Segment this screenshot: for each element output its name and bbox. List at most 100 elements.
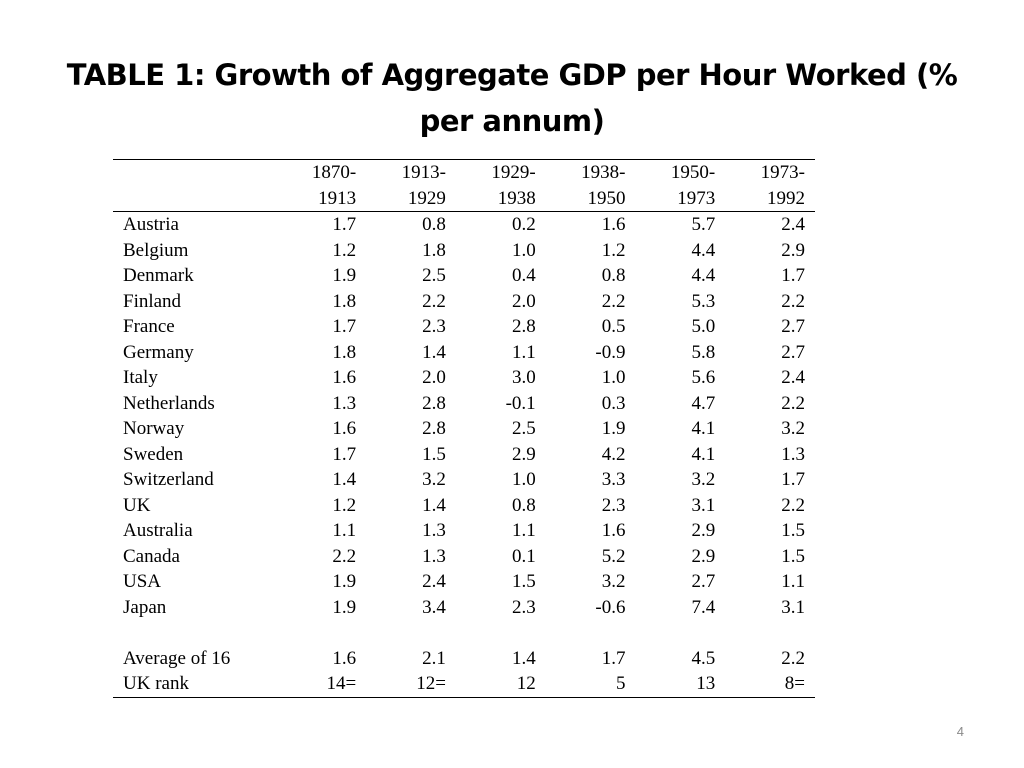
value-cell: 1.5 xyxy=(781,545,805,567)
value-cell: 12= xyxy=(366,671,456,698)
column-header-top: 1938- xyxy=(545,159,636,186)
value-cell: 1.2 xyxy=(332,239,357,261)
country-cell: Netherlands xyxy=(123,392,215,414)
table-row: Canada 2.2 1.3 0.1 5.2 2.9 1.5 xyxy=(113,544,815,570)
value-cell: 0.8 xyxy=(422,214,446,235)
value-cell: 2.3 xyxy=(511,596,536,618)
header-corner xyxy=(113,159,277,186)
country-cell: USA xyxy=(123,571,162,592)
value-cell: 4.1 xyxy=(691,418,716,439)
spacer-cell xyxy=(113,620,815,646)
value-cell: 2.3 xyxy=(422,316,446,337)
value-cell: 1.6 xyxy=(601,520,626,541)
table-row: Switzerland 1.4 3.2 1.0 3.3 3.2 1.7 xyxy=(113,467,815,493)
value-cell: 0.3 xyxy=(601,392,626,414)
value-cell: 2.4 xyxy=(781,214,805,235)
table-row: France 1.7 2.3 2.8 0.5 5.0 2.7 xyxy=(113,314,815,340)
value-cell: 2.4 xyxy=(781,367,805,388)
country-cell: Austria xyxy=(123,214,179,235)
value-cell: 2.8 xyxy=(422,392,446,414)
value-cell: 2.2 xyxy=(781,647,805,669)
value-cell: 2.9 xyxy=(511,443,536,465)
country-cell: Canada xyxy=(123,545,180,567)
value-cell: 5.6 xyxy=(691,367,716,388)
country-cell: Italy xyxy=(123,367,158,388)
value-cell: -0.9 xyxy=(595,341,626,363)
value-cell: 3.1 xyxy=(781,596,805,618)
value-cell: 0.2 xyxy=(511,214,536,235)
column-header-bottom: 1992 xyxy=(725,185,815,212)
value-cell: 1.9 xyxy=(601,418,626,439)
table-row: Germany 1.8 1.4 1.1 -0.9 5.8 2.7 xyxy=(113,340,815,366)
country-cell: Belgium xyxy=(123,239,189,261)
value-cell: 1.9 xyxy=(332,596,357,618)
country-cell: Japan xyxy=(123,596,167,618)
value-cell: 2.1 xyxy=(422,647,446,669)
value-cell: 13 xyxy=(635,671,726,698)
table-row: UK rank 14= 12= 12 5 13 8= xyxy=(113,671,815,698)
column-header-bottom: 1938 xyxy=(455,185,546,212)
value-cell: 1.1 xyxy=(332,520,357,541)
country-cell: Switzerland xyxy=(123,469,214,490)
value-cell: 1.0 xyxy=(601,367,626,388)
value-cell: 1.3 xyxy=(422,545,446,567)
value-cell: -0.1 xyxy=(505,392,536,414)
table-body: Austria 1.7 0.8 0.2 1.6 5.7 2.4 Belgium 1.2 1.8 1.… xyxy=(113,212,815,698)
value-cell: -0.6 xyxy=(595,596,626,618)
table-row: Average of 16 1.6 2.1 1.4 1.7 4.5 2.2 xyxy=(113,646,815,672)
table-row: Italy 1.6 2.0 3.0 1.0 5.6 2.4 xyxy=(113,365,815,391)
value-cell: 5.0 xyxy=(691,316,716,337)
value-cell: 1.4 xyxy=(332,469,357,490)
value-cell: 2.7 xyxy=(781,316,805,337)
value-cell: 1.7 xyxy=(332,316,357,337)
value-cell: 1.7 xyxy=(332,214,357,235)
value-cell: 4.4 xyxy=(691,265,716,286)
value-cell: 1.7 xyxy=(781,469,805,490)
spacer-row xyxy=(113,620,815,646)
country-cell: Norway xyxy=(123,418,185,439)
value-cell: 1.2 xyxy=(332,494,357,516)
value-cell: 3.3 xyxy=(601,469,626,490)
value-cell: 2.4 xyxy=(422,571,446,592)
header-corner xyxy=(113,185,277,212)
country-cell: Sweden xyxy=(123,443,184,465)
header-row-bottom: 1913 1929 1938 1950 1973 1992 xyxy=(113,185,815,212)
country-cell: Finland xyxy=(123,290,182,312)
table-row: Australia 1.1 1.3 1.1 1.6 2.9 1.5 xyxy=(113,518,815,544)
column-header-top: 1870- xyxy=(276,159,367,186)
value-cell: 3.1 xyxy=(691,494,716,516)
value-cell: 0.5 xyxy=(601,316,626,337)
value-cell: 3.2 xyxy=(691,469,716,490)
value-cell: 2.5 xyxy=(511,418,536,439)
column-header-top: 1929- xyxy=(455,159,546,186)
value-cell: 2.3 xyxy=(601,494,626,516)
column-header-bottom: 1950 xyxy=(545,185,636,212)
country-cell: UK xyxy=(123,494,151,516)
value-cell: 1.3 xyxy=(422,520,446,541)
value-cell: 4.4 xyxy=(691,239,716,261)
country-cell: Average of 16 xyxy=(123,647,231,669)
value-cell: 3.0 xyxy=(511,367,536,388)
table-row: Finland 1.8 2.2 2.0 2.2 5.3 2.2 xyxy=(113,289,815,315)
value-cell: 3.2 xyxy=(781,418,805,439)
value-cell: 7.4 xyxy=(691,596,716,618)
table-row: Netherlands 1.3 2.8 -0.1 0.3 4.7 2.2 xyxy=(113,391,815,417)
value-cell: 1.1 xyxy=(781,571,805,592)
value-cell: 2.7 xyxy=(691,571,716,592)
value-cell: 1.9 xyxy=(332,571,357,592)
value-cell: 8= xyxy=(725,671,815,698)
table-row: Norway 1.6 2.8 2.5 1.9 4.1 3.2 xyxy=(113,416,815,442)
value-cell: 5.3 xyxy=(691,290,716,312)
value-cell: 4.5 xyxy=(691,647,716,669)
value-cell: 1.5 xyxy=(511,571,536,592)
value-cell: 1.4 xyxy=(511,647,536,669)
value-cell: 2.0 xyxy=(422,367,446,388)
value-cell: 2.2 xyxy=(601,290,626,312)
table-row: USA 1.9 2.4 1.5 3.2 2.7 1.1 xyxy=(113,569,815,595)
value-cell: 1.6 xyxy=(332,367,357,388)
value-cell: 1.1 xyxy=(511,520,536,541)
table-row: Belgium 1.2 1.8 1.0 1.2 4.4 2.9 xyxy=(113,238,815,264)
country-cell: Denmark xyxy=(123,265,194,286)
value-cell: 14= xyxy=(276,671,367,698)
header-row-top: 1870- 1913- 1929- 1938- 1950- 1973- xyxy=(113,159,815,186)
